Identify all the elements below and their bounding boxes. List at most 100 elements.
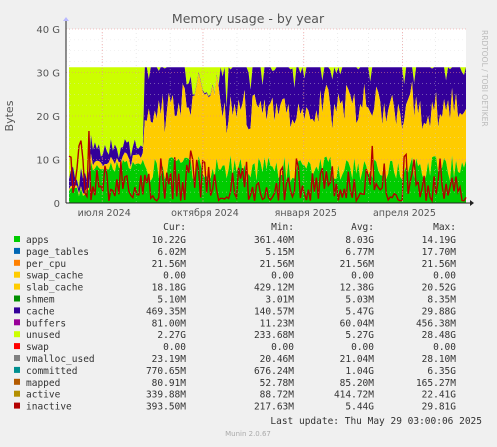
legend-value: 393.50M: [146, 402, 186, 413]
legend-value: 2.27G: [157, 330, 186, 341]
legend-swatch: [14, 355, 20, 361]
legend-value: 469.35M: [146, 306, 186, 317]
legend-value: 20.46M: [260, 354, 295, 365]
legend-value: 5.44G: [345, 402, 374, 413]
legend-value: 10.22G: [152, 235, 187, 246]
legend-value: 11.23M: [260, 318, 295, 329]
legend-swatch: [14, 283, 20, 290]
watermark: RRDTOOL / TOBI OETIKER: [480, 30, 489, 127]
legend-value: 23.19M: [152, 354, 187, 365]
legend-value: 28.48G: [422, 330, 457, 341]
legend-value: 0.00: [351, 342, 374, 353]
legend-value: 0.00: [351, 271, 374, 282]
legend-value: 5.03M: [345, 295, 374, 306]
legend-series-name: apps: [26, 235, 49, 246]
x-tick-label: апреля 2025: [373, 208, 436, 219]
legend-swatch: [14, 247, 20, 254]
legend-value: 8.35M: [427, 295, 456, 306]
legend-swatch: [14, 343, 20, 350]
legend-value: 0.00: [271, 342, 294, 353]
legend-header-max: Max:: [433, 222, 456, 233]
legend-value: 0.00: [163, 342, 186, 353]
legend-value: 22.41G: [422, 390, 457, 401]
legend-series-name: active: [26, 390, 61, 401]
legend-value: 5.27G: [345, 330, 374, 341]
last-update: Last update: Thu May 29 03:00:06 2025: [270, 416, 482, 427]
area-slab-cache: [69, 73, 466, 197]
legend-value: 339.88M: [146, 390, 186, 401]
legend-series-name: slab_cache: [26, 283, 83, 294]
legend-value: 770.65M: [146, 366, 186, 377]
legend-swatch: [14, 271, 20, 278]
legend-value: 6.77M: [345, 247, 374, 258]
legend-value: 1.04G: [345, 366, 374, 377]
legend-value: 6.35G: [427, 366, 456, 377]
legend-value: 676.24M: [254, 366, 294, 377]
area-cache: [69, 67, 466, 195]
legend-value: 414.72M: [334, 390, 374, 401]
legend-value: 12.38G: [340, 283, 375, 294]
footer-label: Munin 2.0.67: [225, 430, 271, 438]
legend-value: 0.00: [271, 271, 294, 282]
legend-value: 5.10M: [157, 295, 186, 306]
legend-swatch: [14, 295, 20, 302]
legend-value: 20.52G: [422, 283, 457, 294]
chart-title: Memory usage - by year: [172, 11, 325, 26]
legend-value: 29.88G: [422, 306, 457, 317]
legend-value: 6.02M: [157, 247, 186, 258]
legend-value: 5.47G: [345, 306, 374, 317]
legend-series-name: mapped: [26, 378, 60, 389]
legend-value: 28.10M: [422, 354, 457, 365]
legend-value: 0.00: [433, 271, 456, 282]
legend-value: 456.38M: [416, 318, 456, 329]
legend-swatch: [14, 390, 20, 397]
x-tick-label: октября 2024: [171, 208, 239, 219]
legend-series-name: cache: [26, 306, 55, 317]
legend-swatch: [14, 402, 20, 409]
legend-swatch: [14, 378, 20, 385]
x-tick-label: января 2025: [275, 208, 337, 219]
legend-value: 80.91M: [152, 378, 187, 389]
legend-value: 21.56M: [422, 259, 457, 270]
legend-value: 17.70M: [422, 247, 457, 258]
y-axis-arrow-icon: [63, 17, 69, 21]
legend-series-name: vmalloc_used: [26, 354, 95, 365]
legend-header-cur: Cur:: [163, 222, 186, 233]
legend-value: 429.12M: [254, 283, 294, 294]
legend-swatch: [14, 319, 20, 326]
y-tick-label: 30 G: [36, 69, 60, 80]
y-tick-label: 20 G: [36, 112, 60, 123]
legend-value: 5.15M: [265, 247, 294, 258]
legend-value: 85.20M: [340, 378, 375, 389]
legend-series-name: buffers: [26, 318, 66, 329]
legend-value: 21.56M: [260, 259, 295, 270]
area-apps: [69, 155, 466, 203]
legend-swatch: [14, 259, 20, 266]
x-tick-label: июля 2024: [78, 208, 131, 219]
legend-series-name: committed: [26, 366, 77, 377]
legend-value: 0.00: [433, 342, 456, 353]
legend-value: 8.03G: [345, 235, 374, 246]
legend-value: 233.68M: [254, 330, 294, 341]
legend-value: 21.56M: [152, 259, 187, 270]
legend-series-name: unused: [26, 330, 60, 341]
legend-value: 3.01M: [265, 295, 294, 306]
legend-value: 165.27M: [416, 378, 456, 389]
legend-series-name: swap: [26, 342, 49, 353]
legend-value: 21.04M: [340, 354, 375, 365]
legend-swatch: [14, 366, 20, 373]
y-tick-label: 0: [54, 199, 60, 210]
y-tick-label: 40 G: [36, 25, 60, 36]
x-axis-arrow-icon: [470, 200, 474, 206]
legend-swatch: [14, 236, 20, 242]
legend-value: 14.19G: [422, 235, 457, 246]
legend-header-avg: Avg:: [351, 222, 374, 233]
legend-value: 52.78M: [260, 378, 295, 389]
area-unused: [69, 67, 466, 189]
legend-value: 29.81G: [422, 402, 457, 413]
legend-value: 0.00: [163, 271, 186, 282]
legend-swatch: [14, 307, 20, 314]
legend-value: 361.40M: [254, 235, 294, 246]
